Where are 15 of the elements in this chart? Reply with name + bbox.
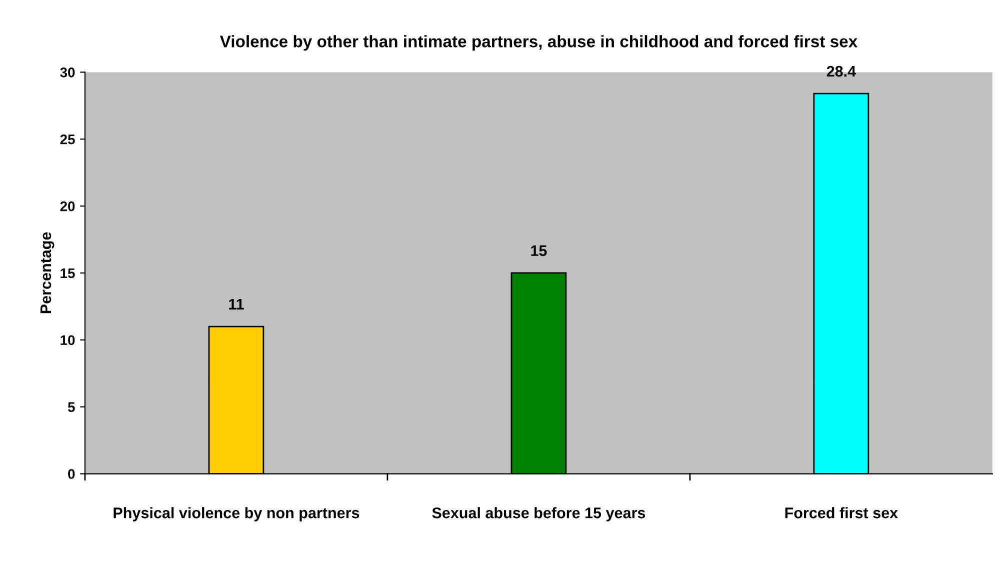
y-tick-label: 0	[68, 469, 75, 479]
data-label: 28.4	[826, 66, 856, 77]
y-tick-label: 15	[60, 268, 75, 278]
data-label: 15	[531, 245, 547, 256]
y-tick-label: 30	[60, 68, 75, 78]
x-tick-label: Forced first sex	[785, 507, 898, 518]
y-tick-label: 10	[60, 335, 75, 346]
data-label: 11	[229, 298, 244, 310]
y-tick-label: 25	[60, 134, 75, 144]
y-axis-title: Percentage	[40, 232, 54, 314]
y-tick-label: 20	[60, 201, 75, 212]
chart-title: Violence by other than intimate partners, abuse in childhood and forced first sex	[220, 35, 858, 51]
x-tick-label: Physical violence by non partners	[114, 507, 360, 522]
x-tick-label: Sexual abuse before 15 years	[432, 507, 646, 522]
y-tick-label: 5	[68, 402, 75, 412]
